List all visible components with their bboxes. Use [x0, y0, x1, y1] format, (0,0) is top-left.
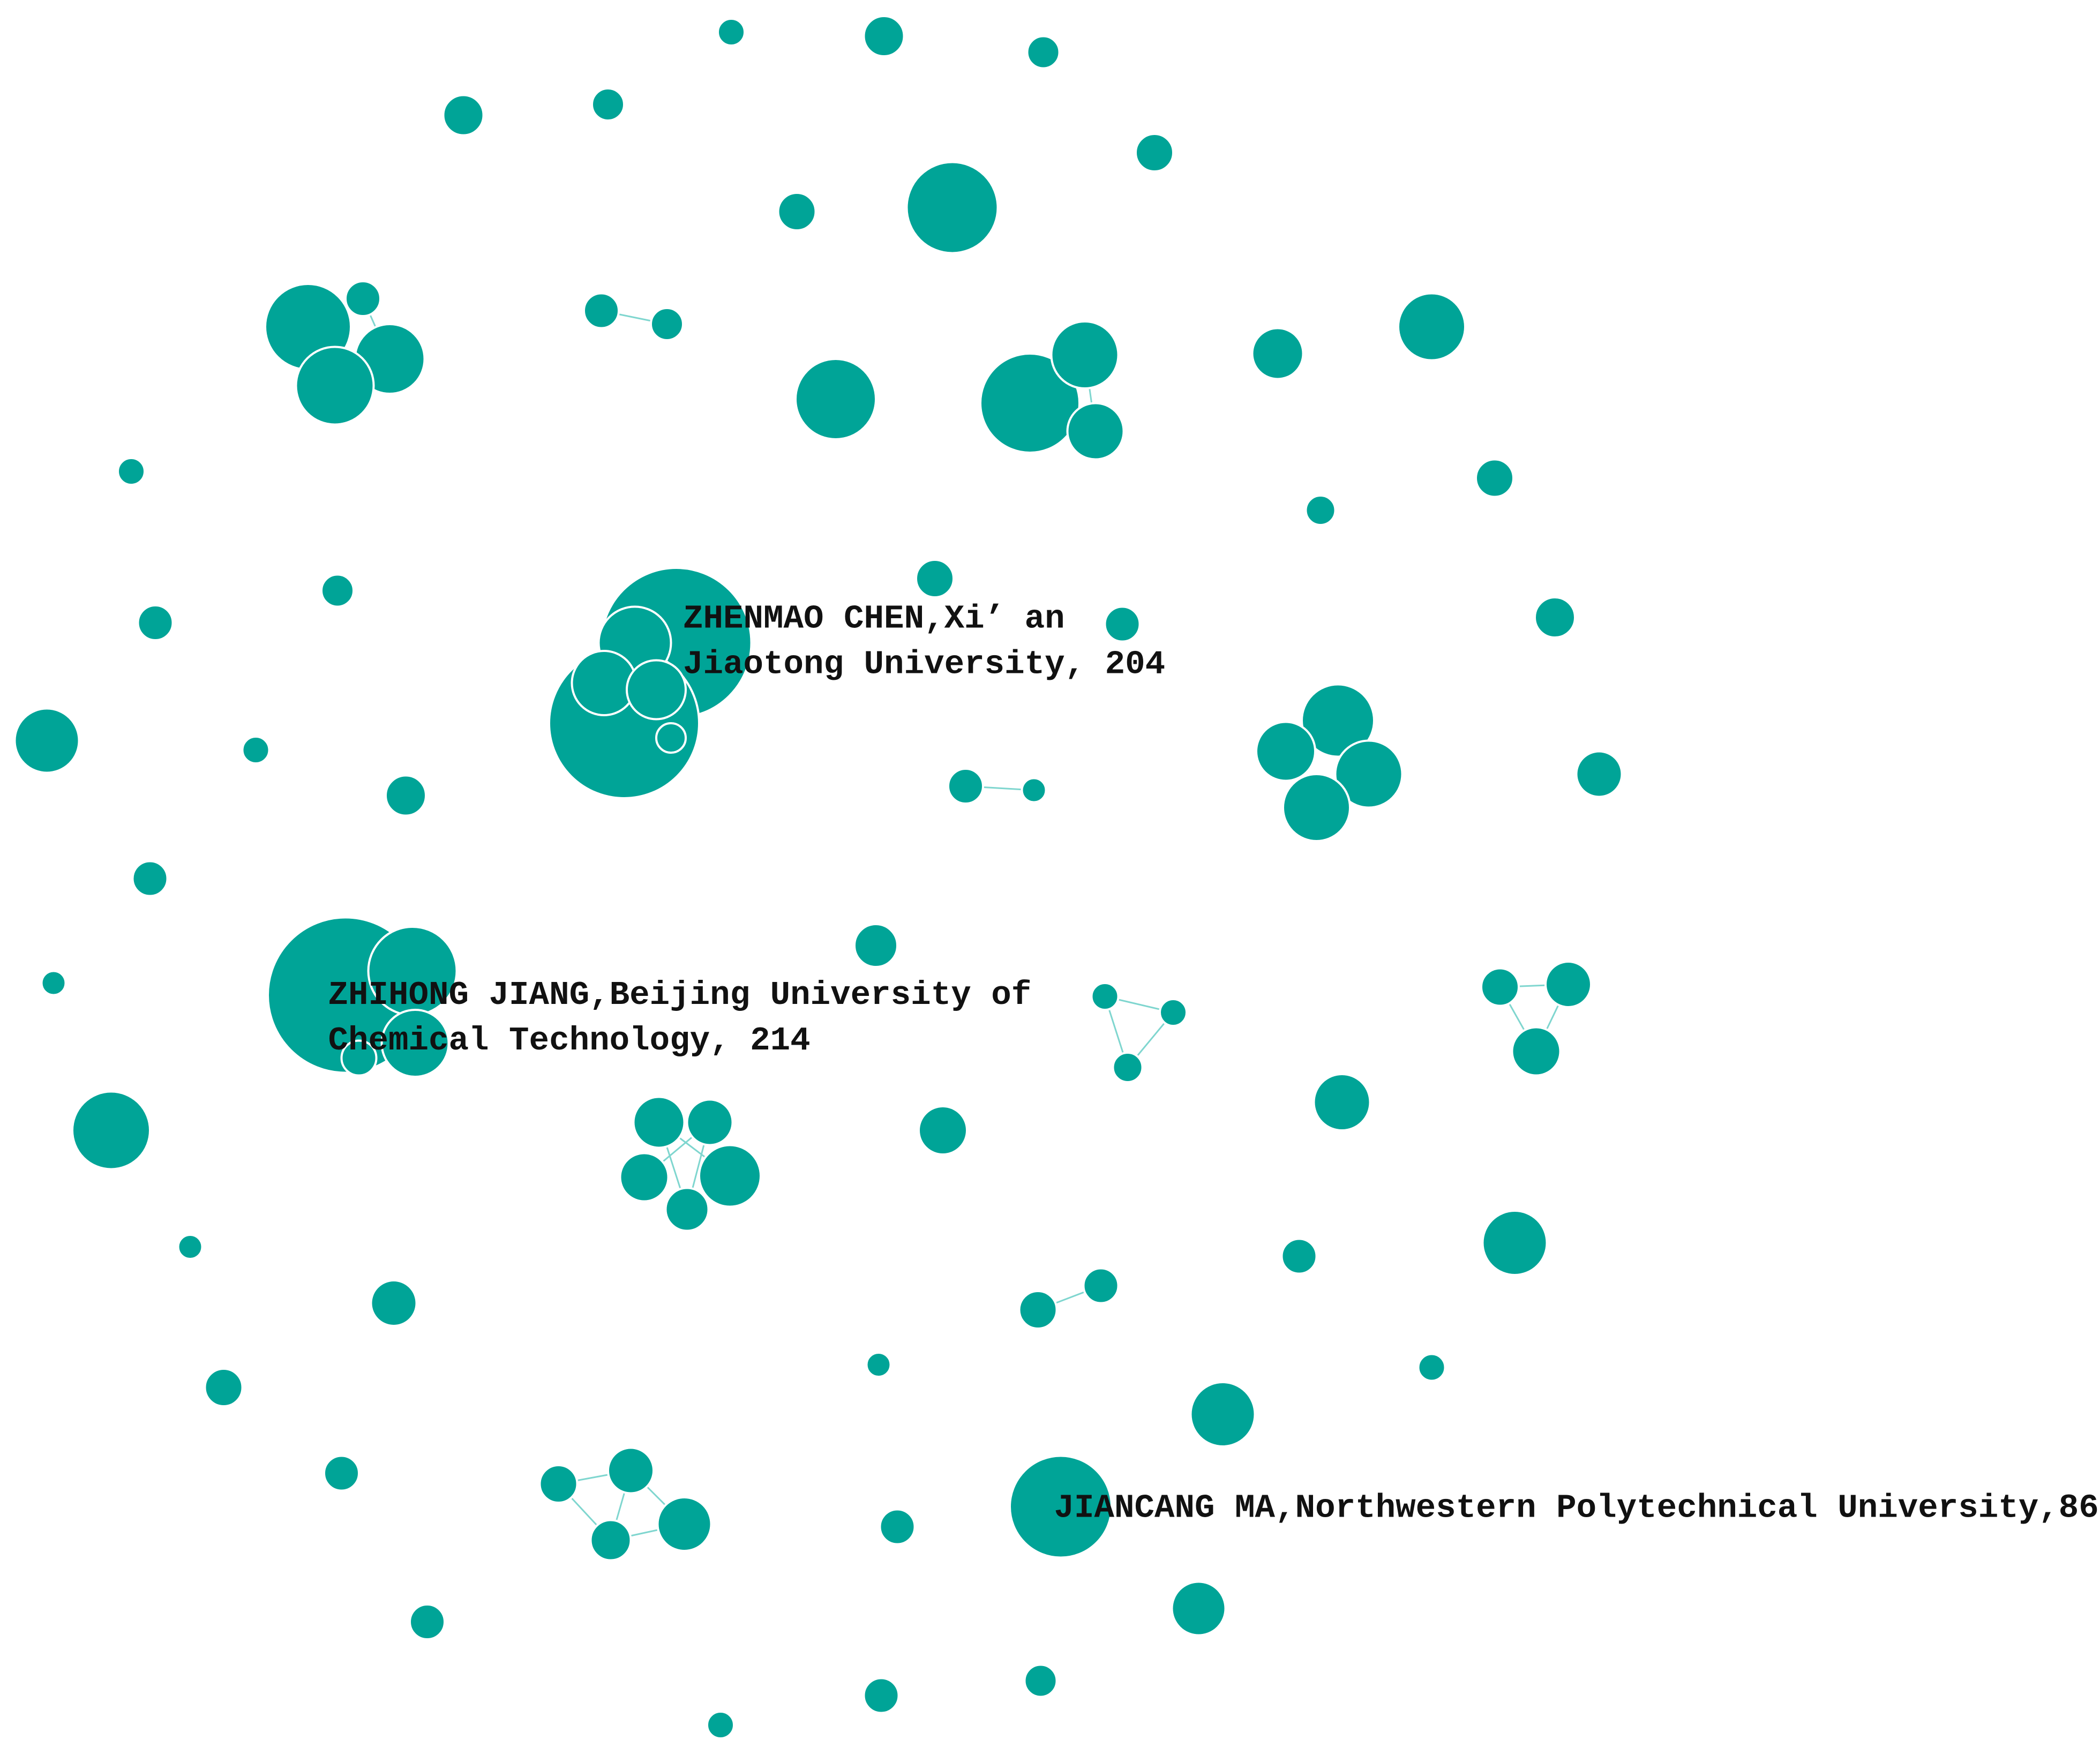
node	[385, 774, 428, 817]
node	[794, 357, 878, 440]
node-label: Chemical Technology, 214	[328, 1022, 811, 1060]
node	[862, 14, 905, 57]
node	[1090, 981, 1120, 1011]
node	[1104, 605, 1141, 643]
node	[1082, 1267, 1120, 1304]
node	[1300, 683, 1375, 758]
node	[295, 346, 375, 426]
node	[1050, 320, 1120, 389]
node	[177, 1233, 204, 1260]
node	[1158, 998, 1188, 1027]
node	[1533, 596, 1576, 639]
node-label: ZHENMAO CHEN,Xi’ an	[683, 600, 1065, 638]
node	[1251, 327, 1304, 380]
node	[538, 1464, 579, 1504]
node	[1009, 1454, 1113, 1559]
node	[370, 1279, 418, 1327]
node	[1511, 1026, 1562, 1077]
node	[853, 922, 899, 968]
node	[591, 87, 626, 122]
node	[1481, 1209, 1548, 1276]
node	[626, 659, 687, 721]
node	[865, 1351, 892, 1378]
node	[1312, 1072, 1371, 1131]
node	[1026, 35, 1061, 70]
node	[117, 456, 146, 486]
node	[777, 191, 817, 231]
node	[1544, 960, 1592, 1008]
node	[879, 1508, 916, 1546]
node	[13, 707, 80, 774]
node	[979, 352, 1081, 454]
node	[686, 1098, 734, 1146]
node	[1018, 1289, 1058, 1330]
labels: ZHENMAO CHEN,Xi’ an Jiaotong University, …	[328, 600, 2099, 1527]
node	[1112, 1051, 1144, 1083]
node	[323, 1454, 361, 1492]
nodes	[13, 14, 1623, 1739]
node	[1575, 750, 1623, 798]
node	[320, 573, 355, 608]
node	[862, 1677, 900, 1714]
node-label: Jiaotong University, 204	[683, 646, 1165, 684]
node	[583, 292, 620, 329]
node	[340, 1039, 378, 1077]
node	[241, 735, 271, 764]
node-label: JIANCANG MA,Northwestern Polytechnical U…	[1054, 1489, 2099, 1527]
node	[1023, 1663, 1058, 1698]
node	[915, 558, 955, 598]
node	[1417, 1353, 1446, 1382]
node	[918, 1105, 969, 1156]
node	[619, 1152, 670, 1203]
node	[698, 1144, 762, 1208]
node	[650, 306, 685, 341]
node	[409, 1603, 446, 1640]
node	[1189, 1381, 1256, 1448]
node	[137, 604, 174, 641]
node	[1066, 402, 1125, 461]
node	[655, 722, 687, 754]
node	[717, 17, 746, 47]
node	[1255, 721, 1316, 782]
node	[706, 1710, 736, 1739]
node	[589, 1519, 632, 1562]
node	[442, 94, 485, 137]
node	[1171, 1580, 1227, 1637]
node	[656, 1496, 712, 1552]
node	[632, 1096, 686, 1149]
node	[1021, 777, 1047, 804]
node	[71, 1090, 152, 1171]
node	[1304, 494, 1337, 526]
node-label: ZHIHONG JIANG,Beijing University of	[328, 976, 1032, 1014]
node	[131, 860, 169, 897]
node	[947, 767, 985, 805]
node	[607, 1446, 655, 1495]
edges	[362, 298, 1569, 1541]
node	[1397, 292, 1466, 362]
node	[1281, 772, 1351, 842]
node	[664, 1187, 710, 1232]
node	[1334, 739, 1404, 809]
node	[40, 970, 67, 996]
node	[1480, 967, 1520, 1007]
node	[344, 280, 382, 317]
node	[905, 161, 999, 254]
node	[1134, 132, 1174, 172]
node	[380, 1008, 450, 1078]
node	[1280, 1238, 1318, 1275]
node	[204, 1367, 244, 1407]
node	[1474, 458, 1514, 498]
